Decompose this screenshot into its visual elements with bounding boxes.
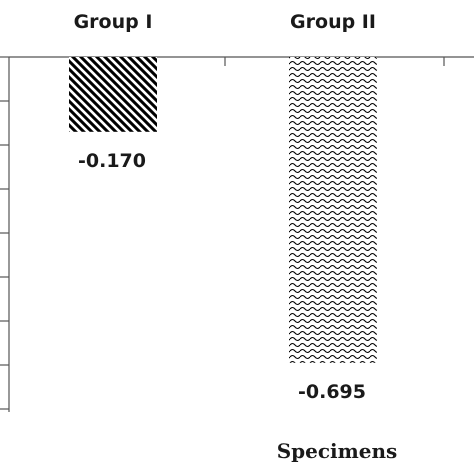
category-label: Group II bbox=[290, 11, 376, 33]
value-labels: -0.170 -0.695 bbox=[78, 150, 366, 403]
category-label: Group I bbox=[74, 11, 153, 33]
bar-group-i bbox=[69, 57, 157, 132]
category-labels: Group I Group II bbox=[74, 11, 376, 33]
bar-group-ii bbox=[289, 57, 377, 363]
value-label: -0.170 bbox=[78, 150, 146, 172]
bars bbox=[69, 57, 377, 363]
x-axis-title: Specimens bbox=[277, 439, 398, 463]
value-label: -0.695 bbox=[298, 381, 366, 403]
